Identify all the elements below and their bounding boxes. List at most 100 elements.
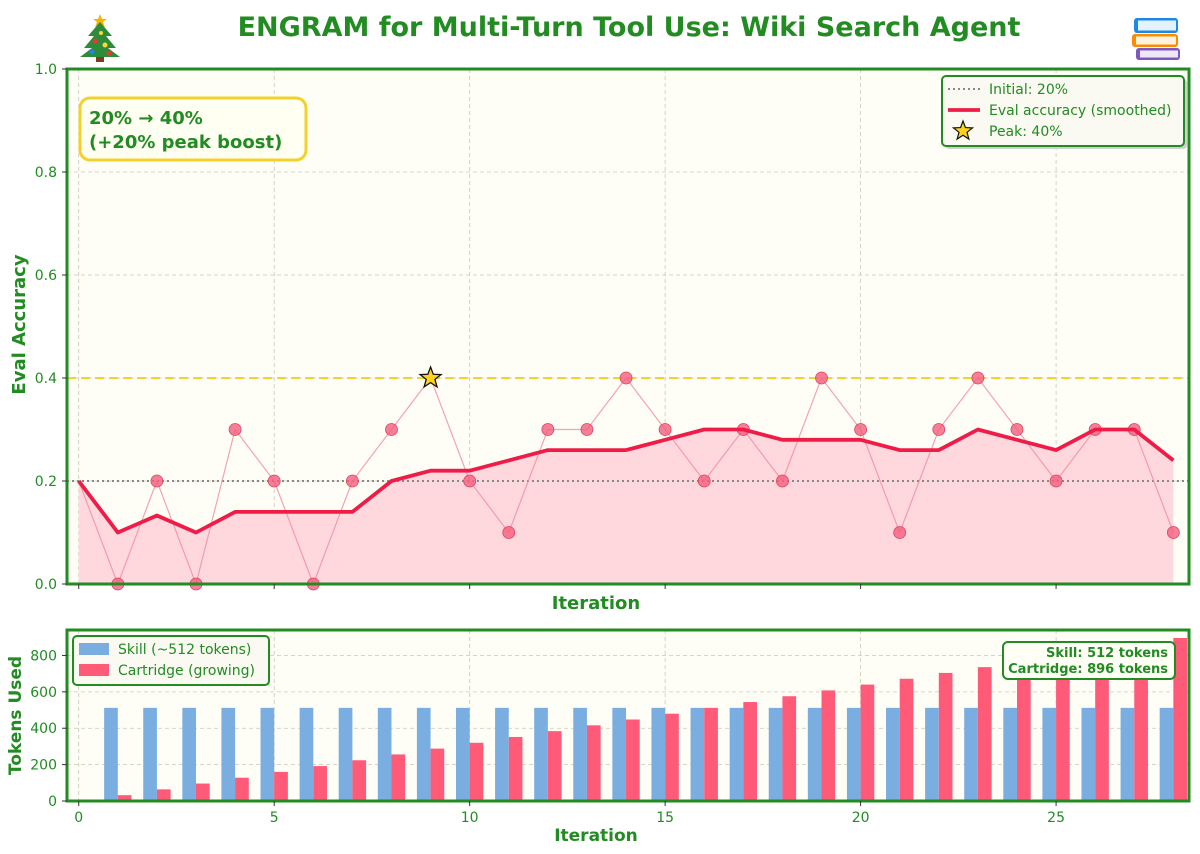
y-tick-label: 0.2: [35, 474, 57, 490]
token-annotation-line2: Cartridge: 896 tokens: [1008, 662, 1168, 677]
raw-point: [228, 423, 242, 436]
legend-label-cartridge: Cartridge (growing): [118, 663, 255, 679]
raw-point: [697, 474, 711, 488]
skill-bar: [690, 707, 705, 801]
skill-bar: [455, 707, 470, 801]
plot-frame: [65, 628, 1191, 803]
legend-label-smoothed: Eval accuracy (smoothed): [989, 103, 1172, 119]
skill-bar: [886, 707, 900, 801]
x-tick-label: 10: [461, 810, 479, 826]
cartridge-bar: [1134, 643, 1148, 801]
cartridge-bar: [1056, 655, 1070, 801]
skill-bar: [338, 707, 353, 801]
legend-box: [72, 635, 270, 686]
cartridge-bar: [938, 672, 953, 801]
plot-background: [67, 630, 1189, 801]
raw-point: [385, 423, 398, 436]
chart-title: ENGRAM for Multi-Turn Tool Use: Wiki Sea…: [237, 12, 1021, 43]
cartridge-bar: [860, 684, 875, 801]
x-tick-label: 20: [852, 810, 870, 826]
raw-point: [854, 423, 868, 436]
skill-bar: [925, 707, 939, 801]
y-tick-label: 1.0: [35, 62, 57, 78]
y-tick-label: 0.6: [35, 268, 57, 284]
skill-bar: [534, 707, 548, 801]
y-tick-label: 0.8: [35, 165, 57, 181]
raw-point: [658, 423, 672, 436]
y-axis-label: Eval Accuracy: [9, 254, 30, 394]
skill-bar: [1042, 707, 1057, 801]
legend-label-initial: Initial: 20%: [989, 82, 1068, 98]
books-icon: [1130, 12, 1182, 66]
cartridge-bar: [665, 713, 679, 801]
raw-point: [1166, 526, 1180, 539]
cartridge-bar: [313, 766, 327, 801]
cartridge-bar: [743, 702, 758, 801]
skill-bar: [807, 707, 822, 801]
skill-bar: [299, 707, 314, 801]
skill-bar: [416, 707, 431, 801]
annotation-box: [78, 96, 308, 162]
annotation-line1: 20% → 40%: [89, 108, 203, 129]
cartridge-bar: [977, 667, 992, 801]
skill-bar: [495, 707, 509, 801]
cartridge-bar: [1095, 649, 1109, 801]
x-tick-label: 15: [656, 810, 674, 826]
skill-bar: [260, 707, 275, 801]
cartridge-bar: [235, 777, 249, 801]
skill-bar: [1159, 707, 1174, 801]
token-annotation-box: [1002, 641, 1176, 680]
cartridge-bar: [821, 690, 836, 801]
x-tick-label: 5: [270, 810, 279, 826]
legend-swatch-peak: [951, 119, 975, 141]
skill-bar: [768, 707, 783, 801]
x-tick-label: 25: [1047, 810, 1065, 826]
accuracy-chart: 0.0 0.2 0.4 0.6 0.8 1.0 Iteration Eval Accuracy…: [9, 62, 1191, 614]
cartridge-bar: [626, 719, 640, 801]
skill-bar: [964, 707, 978, 801]
raw-point: [541, 423, 555, 436]
raw-point: [1010, 423, 1024, 436]
token-annotation-line1: Skill: 512 tokens: [1046, 646, 1168, 661]
raw-point: [150, 474, 164, 488]
plot-frame: [65, 67, 1191, 586]
cartridge-bar: [1016, 661, 1031, 801]
raw-point: [463, 474, 477, 488]
raw-point: [893, 526, 907, 539]
christmas-tree-icon: [78, 10, 122, 66]
cartridge-bar: [586, 725, 601, 801]
cartridge-bar: [469, 742, 484, 801]
cartridge-bar: [156, 789, 171, 801]
legend-swatch-skill: [79, 643, 109, 655]
smoothed-line: [77, 427, 1175, 535]
skill-bar: [729, 707, 744, 801]
cartridge-bar: [391, 754, 406, 801]
raw-point: [776, 474, 789, 488]
cartridge-bar: [117, 795, 132, 801]
skill-bar: [182, 707, 197, 801]
cartridge-bar: [704, 707, 718, 801]
y-tick-label: 0.0: [35, 577, 57, 593]
annotation-line2: (+20% peak boost): [89, 132, 282, 153]
skill-bar: [573, 707, 587, 801]
raw-point: [932, 423, 946, 436]
skill-bar: [221, 707, 236, 801]
smoothed-area: [78, 429, 1174, 584]
cartridge-bar: [508, 736, 523, 801]
y-tick-label: 0.4: [35, 371, 57, 387]
raw-point: [502, 526, 516, 539]
raw-point: [580, 423, 594, 436]
skill-bar: [104, 707, 118, 801]
cartridge-bar: [782, 696, 797, 801]
y-tick-label: 200: [30, 758, 57, 774]
skill-bar: [377, 707, 392, 801]
cartridge-bar: [899, 678, 914, 801]
legend-label-skill: Skill (~512 tokens): [118, 642, 251, 658]
cartridge-bar: [352, 760, 367, 801]
y-axis-label: Tokens Used: [6, 656, 26, 775]
skill-bar: [1081, 707, 1096, 801]
cartridge-bar: [1173, 638, 1188, 801]
peak-star: [418, 365, 443, 389]
cartridge-bar: [547, 731, 562, 801]
skill-bar: [651, 707, 666, 801]
